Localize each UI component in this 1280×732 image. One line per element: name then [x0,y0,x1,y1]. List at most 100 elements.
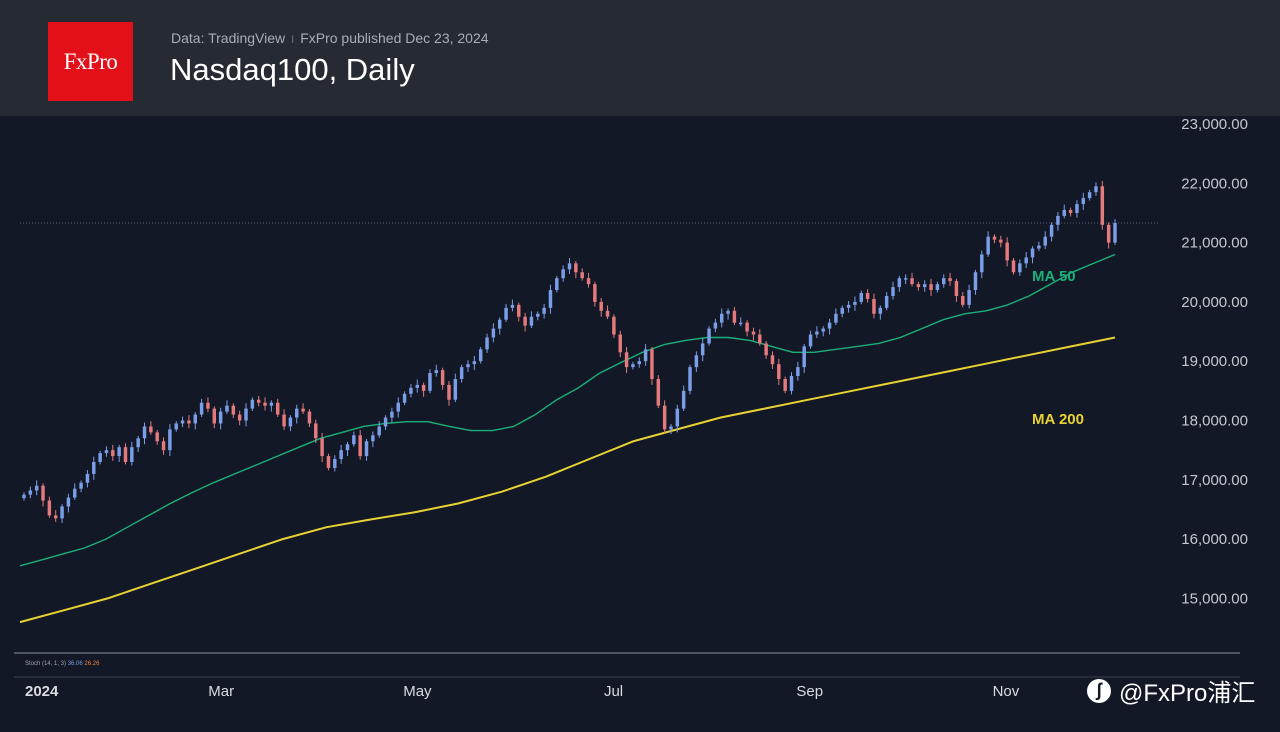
candle-body [447,384,451,400]
data-source: Data: TradingView [171,30,286,46]
candle-body [466,364,470,368]
candle-body [1037,245,1041,249]
candle-body [193,414,197,424]
candle-body [954,281,959,296]
candle-body [231,405,236,415]
candle-body [41,485,45,501]
candle-body [168,429,172,451]
candle-body [421,384,426,391]
candle-body [599,301,603,311]
candle-body [1094,186,1098,193]
candle-body [377,426,381,436]
candle-body [694,355,699,368]
candle-body [396,402,400,412]
candle-body [1018,263,1022,273]
candle-body [383,417,388,427]
candle-body [478,349,483,362]
candle-body [669,426,673,430]
candle-body [218,411,223,424]
candle-body [73,488,77,498]
candle-body [929,284,933,291]
candle-body [1075,204,1079,213]
candle-body [612,316,616,335]
candle-body [777,364,781,379]
candle-body [637,361,642,365]
candle-body [269,402,274,406]
candle-body [320,438,324,457]
candle-body [688,367,692,391]
candle-body [364,441,369,457]
candle-body [1087,192,1092,199]
candle-body [1100,186,1105,225]
candle-body [345,444,350,451]
candle-body [529,316,534,326]
candle-body [53,515,58,519]
candle-body [79,482,83,489]
candle-body [967,290,971,305]
x-tick-label: Mar [208,683,234,700]
candle-body [104,450,109,454]
candle-body [256,399,261,403]
candle-body [605,310,610,317]
candle-body [22,494,26,499]
candle-body [567,263,572,270]
candle-body [199,402,204,415]
candle-body [973,272,978,291]
candle-body [827,322,832,329]
candle-body [986,236,990,255]
candle-body [942,278,946,285]
weibo-icon: ʃ [1087,678,1111,703]
candle-body [275,402,280,415]
y-tick-label: 15,000.00 [1181,590,1248,607]
candle-body [853,301,857,305]
candle-body [161,441,166,451]
candle-body [1043,236,1047,246]
candle-body [282,414,286,427]
candle-body [681,390,686,409]
candle-body [618,334,622,353]
candle-body [136,438,140,448]
x-tick-label: 2024 [25,683,59,700]
candle-body [872,298,876,314]
candle-body [789,376,794,391]
candle-body [897,278,902,288]
candle-body [523,316,527,326]
candle-body [472,361,477,365]
candle-body [580,272,584,279]
candle-body [428,373,432,391]
y-tick-label: 19,000.00 [1181,353,1248,370]
x-tick-label: Sep [796,683,823,700]
candle-body [745,322,749,332]
candle-body [1081,198,1086,205]
candle-body [98,453,102,463]
candle-body [751,331,756,335]
candle-body [459,367,464,379]
candle-body [1049,224,1054,237]
candle-body [999,239,1003,243]
candle-body [764,343,768,356]
candle-body [802,346,806,368]
chart-header: FxPro Data: TradingView I FxPro published … [0,0,1280,116]
candle-body [333,459,337,468]
candle-body [1068,209,1073,213]
candle-body [142,426,147,439]
candle-body [130,447,134,463]
candle-body [314,423,318,439]
logo-text: FxPro [63,48,118,74]
candle-body [415,384,420,388]
candle-body [840,307,844,314]
candle-body [307,411,312,424]
candle-body [574,263,578,273]
candle-body [510,304,515,308]
candle-body [656,378,661,406]
candle-body [212,408,217,424]
candle-body [935,284,940,291]
source-line: Data: TradingView I FxPro published Dec 23… [171,30,489,46]
candle-body [1011,260,1016,273]
candle-body [206,402,210,409]
candle-body [713,322,718,329]
x-tick-label: Nov [993,683,1020,700]
candle-body [1113,223,1117,243]
candle-body [117,447,121,457]
